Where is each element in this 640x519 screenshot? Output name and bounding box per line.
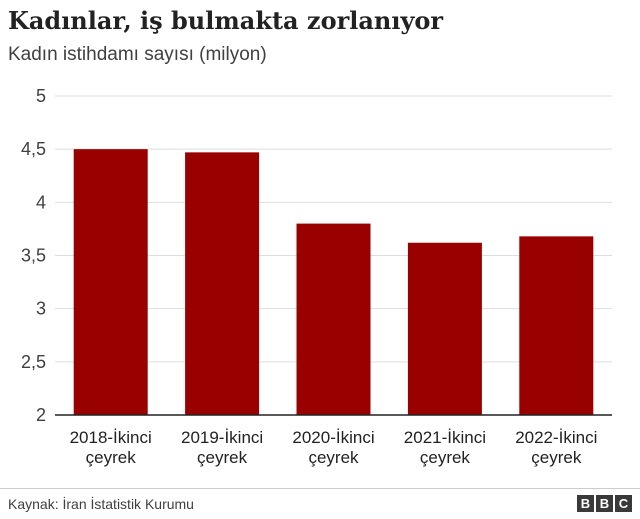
x-tick-label-line: çeyrek <box>308 448 359 467</box>
bbc-logo: B B C <box>577 495 632 512</box>
y-tick-label: 4,5 <box>21 139 46 159</box>
x-tick-label: 2022-İkinci çeyrek <box>515 428 597 467</box>
x-tick-label-line: çeyrek <box>197 448 248 467</box>
x-tick-label-line: 2020-İkinci <box>292 428 374 447</box>
y-tick-label: 2,5 <box>21 352 46 372</box>
x-tick-label-line: çeyrek <box>531 448 582 467</box>
x-tick-label-line: 2022-İkinci <box>515 428 597 447</box>
bar <box>73 149 148 415</box>
x-tick-label-line: çeyrek <box>420 448 471 467</box>
bar <box>296 223 371 415</box>
x-tick-label-line: 2018-İkinci <box>70 428 152 447</box>
x-tick-label-line: 2021-İkinci <box>404 428 486 447</box>
source-note: Kaynak: İran İstatistik Kurumu <box>8 496 194 512</box>
y-tick-label: 4 <box>36 192 46 212</box>
chart-title: Kadınlar, iş bulmakta zorlanıyor <box>8 6 444 35</box>
x-tick-label-line: çeyrek <box>86 448 137 467</box>
x-tick-label: 2018-İkinci çeyrek <box>70 428 152 467</box>
y-tick-label: 5 <box>36 86 46 106</box>
bar <box>407 242 482 415</box>
y-tick-label: 3 <box>36 299 46 319</box>
y-tick-label: 3,5 <box>21 246 46 266</box>
y-tick-label: 2 <box>36 405 46 425</box>
footer-divider <box>0 488 640 489</box>
chart-subtitle: Kadın istihdamı sayısı (milyon) <box>8 44 267 65</box>
bbc-logo-letter: C <box>615 495 632 512</box>
bar <box>519 236 594 415</box>
bar <box>185 152 260 415</box>
x-tick-label: 2019-İkinci çeyrek <box>181 428 263 467</box>
x-tick-label: 2020-İkinci çeyrek <box>292 428 374 467</box>
x-tick-label-line: 2019-İkinci <box>181 428 263 447</box>
bbc-logo-letter: B <box>596 495 613 512</box>
x-tick-label: 2021-İkinci çeyrek <box>404 428 486 467</box>
bbc-logo-letter: B <box>577 495 594 512</box>
